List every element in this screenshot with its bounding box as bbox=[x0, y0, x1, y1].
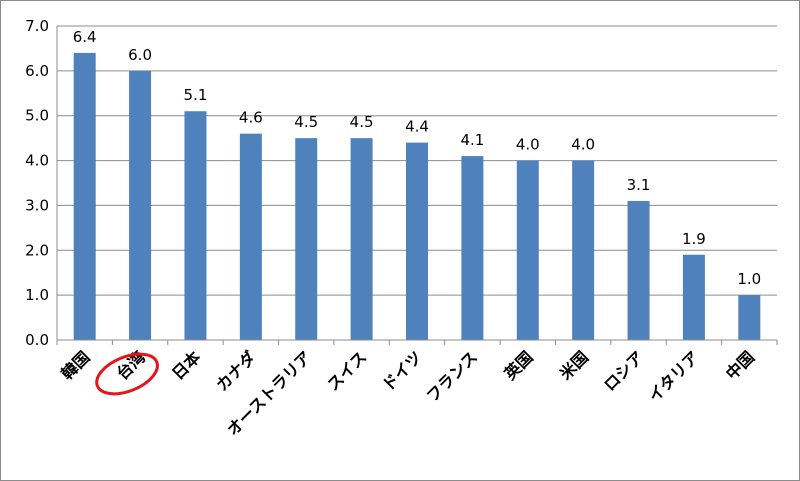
y-tick-label: 2.0 bbox=[25, 241, 49, 259]
bar bbox=[295, 138, 318, 340]
y-tick-label: 6.0 bbox=[25, 62, 49, 80]
data-label: 6.0 bbox=[128, 46, 152, 64]
y-axis-ticks: 0.0 1.0 2.0 3.0 4.0 5.0 6.0 7.0 bbox=[25, 17, 49, 349]
data-label: 1.0 bbox=[737, 270, 761, 288]
highlight-circle bbox=[95, 352, 159, 396]
category-label: 台湾 bbox=[113, 347, 149, 383]
data-label: 4.4 bbox=[405, 118, 429, 136]
category-label: ドイツ bbox=[378, 347, 425, 394]
category-label: イタリア bbox=[645, 347, 703, 405]
data-label: 4.5 bbox=[294, 113, 318, 131]
y-tick-label: 4.0 bbox=[25, 152, 49, 170]
bar bbox=[239, 133, 262, 340]
data-label: 6.4 bbox=[73, 28, 97, 46]
bar bbox=[461, 156, 484, 340]
bar bbox=[516, 160, 539, 340]
data-label: 4.5 bbox=[350, 113, 374, 131]
data-labels: 6.4 6.0 5.1 4.6 4.5 4.5 4.4 4.1 4.0 4.0 3.1 1.9 1.0 bbox=[73, 28, 761, 288]
data-label: 4.0 bbox=[571, 136, 595, 154]
y-tick-label: 0.0 bbox=[25, 331, 49, 349]
y-tick-label: 3.0 bbox=[25, 196, 49, 214]
category-label: 日本 bbox=[168, 347, 204, 383]
bar bbox=[572, 160, 595, 340]
data-label: 3.1 bbox=[627, 176, 651, 194]
y-tick-label: 7.0 bbox=[25, 17, 49, 35]
data-label: 4.6 bbox=[239, 109, 263, 127]
category-label: 英国 bbox=[500, 347, 537, 384]
x-axis bbox=[56, 26, 778, 345]
data-label: 4.1 bbox=[460, 131, 484, 149]
bar bbox=[73, 52, 96, 341]
category-label: ロシア bbox=[600, 347, 647, 394]
category-label: 中国 bbox=[722, 347, 758, 383]
data-label: 5.1 bbox=[184, 86, 208, 104]
bar bbox=[738, 295, 761, 340]
category-label: フランス bbox=[423, 347, 481, 405]
bar bbox=[184, 111, 207, 340]
bar bbox=[406, 142, 428, 340]
category-label: スイス bbox=[323, 347, 370, 394]
y-tick-label: 5.0 bbox=[25, 107, 49, 125]
category-label: 米国 bbox=[556, 347, 592, 383]
bar bbox=[350, 138, 373, 340]
data-label: 1.9 bbox=[682, 230, 706, 248]
data-label: 4.0 bbox=[516, 136, 540, 154]
category-label: 韓国 bbox=[57, 347, 93, 383]
y-tick-label: 1.0 bbox=[25, 286, 49, 304]
bar bbox=[682, 254, 705, 340]
highlight-layer bbox=[95, 352, 159, 396]
category-label: カナダ bbox=[212, 347, 259, 394]
bar bbox=[129, 70, 152, 340]
bar bbox=[627, 200, 650, 340]
bars bbox=[73, 52, 761, 341]
